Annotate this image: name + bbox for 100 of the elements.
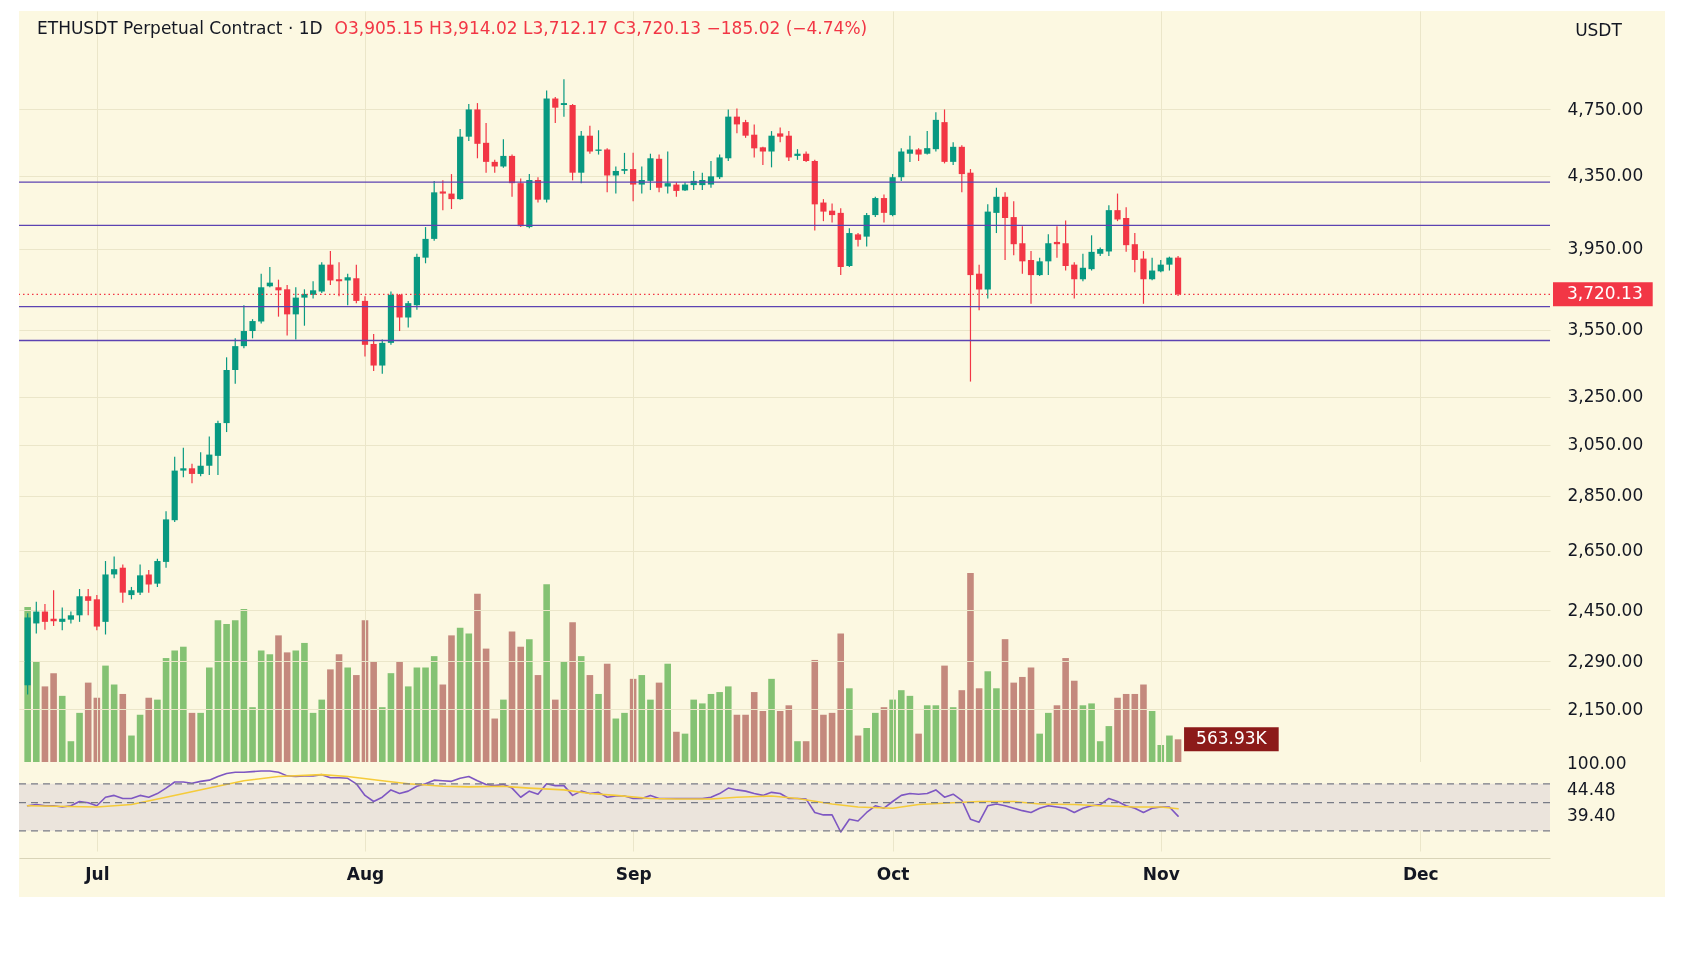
candlestick — [906, 135, 914, 163]
chart-title: ETHUSDT Perpetual Contract · 1D — [37, 18, 323, 38]
bar — [612, 718, 620, 762]
bar — [50, 673, 57, 762]
candlestick — [820, 198, 827, 222]
bar — [301, 642, 308, 762]
bar — [309, 712, 317, 762]
bar — [344, 667, 351, 762]
bar — [327, 669, 334, 762]
bar — [292, 650, 300, 762]
bar — [1088, 703, 1095, 762]
bar — [1010, 682, 1018, 762]
candlestick — [76, 588, 83, 623]
bar — [863, 727, 870, 762]
candlestick — [552, 96, 559, 124]
candlestick — [1001, 191, 1009, 261]
candlestick — [785, 130, 792, 162]
bar — [275, 635, 282, 762]
bar — [249, 707, 256, 762]
candlestick — [448, 173, 455, 210]
ref-line-label: 3,720.13 — [1567, 283, 1643, 304]
bar — [223, 624, 230, 762]
y-tick-label: 3,250.00 — [1567, 386, 1644, 407]
bar — [690, 699, 697, 762]
text: 44.48 — [1567, 779, 1616, 799]
bar — [733, 714, 741, 762]
bar — [257, 650, 265, 762]
candlestick — [206, 435, 213, 476]
candlestick — [59, 606, 66, 631]
bar — [638, 675, 646, 762]
bar — [41, 686, 49, 762]
candlestick — [500, 138, 507, 169]
bar — [465, 633, 473, 762]
bar — [699, 703, 706, 762]
bar — [820, 714, 827, 762]
bar — [67, 741, 75, 762]
candlestick — [379, 338, 386, 375]
bar — [145, 697, 153, 762]
bar — [119, 693, 127, 762]
bar — [1062, 658, 1069, 762]
bar — [768, 678, 775, 762]
bar — [673, 731, 680, 762]
candlestick — [344, 273, 351, 306]
candlestick — [154, 558, 161, 588]
bar — [551, 699, 559, 762]
x-tick-label: Jul — [84, 863, 110, 884]
bar — [171, 650, 178, 762]
bar — [595, 693, 602, 762]
candlestick — [41, 603, 49, 631]
bar — [33, 661, 40, 762]
bar — [846, 688, 853, 762]
bar — [560, 661, 568, 762]
bar — [378, 707, 386, 762]
bar — [422, 667, 429, 762]
bar — [1166, 735, 1173, 762]
bar — [872, 712, 879, 762]
bar — [1096, 741, 1104, 762]
bar — [205, 667, 213, 762]
bar — [404, 686, 412, 762]
bar — [136, 714, 144, 762]
y-tick-label: 3,550.00 — [1567, 319, 1644, 340]
candlestick — [768, 130, 775, 168]
bar — [880, 707, 888, 762]
y-tick-label: 4,350.00 — [1567, 165, 1644, 186]
bar — [1174, 739, 1182, 762]
candlestick — [85, 588, 92, 616]
bar — [517, 646, 524, 762]
candlestick — [111, 555, 118, 579]
bar — [707, 693, 715, 762]
bar — [474, 593, 481, 762]
bar — [1114, 697, 1121, 762]
bar — [724, 686, 732, 762]
bar — [283, 652, 291, 762]
bar — [647, 699, 654, 762]
bar — [811, 659, 819, 762]
bar — [1157, 744, 1165, 762]
bar — [396, 661, 403, 762]
x-tick-label: Aug — [346, 863, 385, 884]
bar — [58, 695, 66, 762]
candlestick — [1131, 232, 1138, 273]
candlestick — [586, 125, 593, 155]
y-tick-label: 2,850.00 — [1567, 485, 1644, 506]
candlestick — [924, 130, 931, 156]
x-tick-label: Nov — [1142, 863, 1180, 884]
candlestick — [1045, 233, 1052, 276]
candlestick — [863, 212, 870, 248]
bar — [569, 622, 576, 762]
candlestick — [880, 193, 888, 224]
candlestick — [301, 288, 308, 327]
bar — [785, 705, 793, 762]
bar — [1122, 693, 1130, 762]
bar — [231, 620, 239, 762]
bar — [915, 733, 922, 762]
bar — [794, 741, 801, 762]
bar — [1131, 693, 1139, 762]
candlestick — [327, 250, 334, 286]
y-tick-label: 2,290.00 — [1567, 650, 1644, 671]
candlestick — [1019, 225, 1026, 275]
y-tick-label: 4,750.00 — [1567, 98, 1644, 119]
bar — [984, 671, 992, 762]
